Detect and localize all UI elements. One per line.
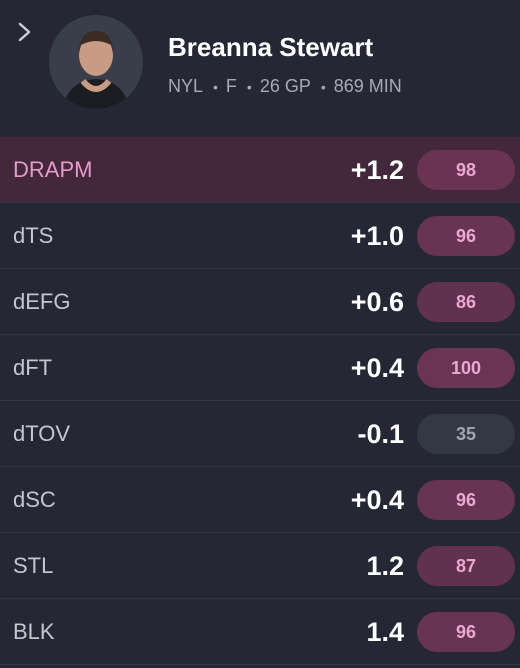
stat-label: dTOV [13, 421, 71, 446]
percentile-pill: 98 [417, 150, 515, 190]
stat-label: dSC [13, 487, 56, 512]
stat-row: dEFG +0.6 86 [0, 269, 520, 335]
percentile-pill: 86 [417, 282, 515, 322]
separator: • [246, 79, 252, 95]
stat-row: dTOV -0.1 35 [0, 401, 520, 467]
avatar-figure [63, 31, 129, 109]
stat-label: dTS [13, 223, 54, 248]
stat-row: dTS +1.0 96 [0, 203, 520, 269]
stat-value: -0.1 [357, 419, 404, 449]
stat-list: DRAPM +1.2 98 dTS +1.0 96 dEFG +0.6 86 dFT +0.4 100… [0, 137, 520, 665]
stat-label: DRAPM [13, 157, 93, 182]
player-meta: NYL • F • 26 GP • 869 MIN [168, 76, 402, 97]
stat-row: dFT +0.4 100 [0, 335, 520, 401]
stat-label: BLK [13, 619, 55, 644]
stat-value: 1.2 [366, 551, 404, 581]
stat-label: dFT [13, 355, 53, 380]
percentile-pill: 35 [417, 414, 515, 454]
stat-row: DRAPM +1.2 98 [0, 137, 520, 203]
stat-row: dSC +0.4 96 [0, 467, 520, 533]
stat-label: STL [13, 553, 54, 578]
stat-value: +0.4 [350, 353, 404, 383]
avatar [49, 15, 143, 109]
stat-value: +0.6 [350, 287, 404, 317]
position: F [225, 76, 237, 96]
percentile-pill: 96 [417, 216, 515, 256]
stat-value: 1.4 [366, 617, 404, 647]
percentile-pill: 100 [417, 348, 515, 388]
games: 26 GP [259, 76, 311, 96]
stat-label: dEFG [13, 289, 71, 314]
back-chevron[interactable] [14, 20, 36, 44]
stat-value: +1.0 [350, 221, 404, 251]
stat-value: +1.2 [350, 155, 404, 185]
percentile-pill: 96 [417, 612, 515, 652]
percentile-pill: 87 [417, 546, 515, 586]
separator: • [213, 79, 218, 95]
stat-value: +0.4 [350, 485, 404, 515]
player-name: Breanna Stewart [168, 32, 374, 62]
separator: • [320, 79, 326, 95]
stat-row: STL 1.2 87 [0, 533, 520, 599]
percentile-pill: 96 [417, 480, 515, 520]
stat-row: BLK 1.4 96 [0, 599, 520, 665]
team: NYL [168, 76, 204, 96]
minutes: 869 MIN [333, 76, 402, 96]
